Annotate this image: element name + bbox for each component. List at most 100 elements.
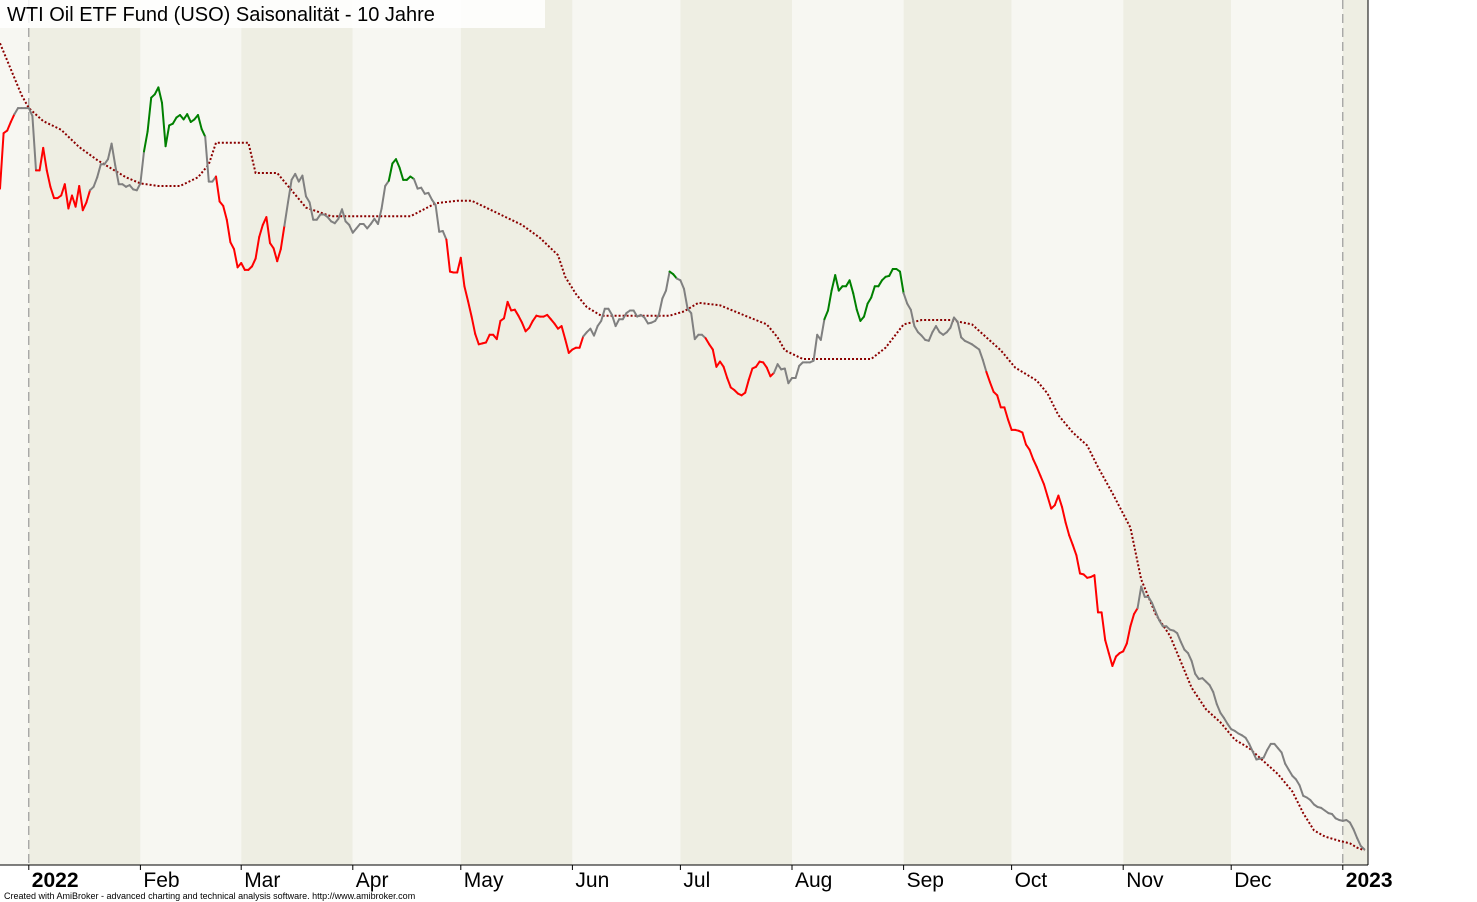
price-segment [308,201,315,221]
price-segment [31,114,37,172]
price-segment [92,176,99,188]
price-segment [614,318,621,328]
month-band [1011,0,1124,865]
price-segment [474,332,480,346]
price-segment [661,289,667,300]
price-segment [431,198,437,206]
price-segment [294,172,300,183]
price-segment [463,285,469,302]
price-segment [747,367,754,381]
price-segment [531,314,538,322]
price-segment [834,274,840,292]
price-segment [157,86,163,104]
price-segment [1039,474,1045,486]
price-segment [1176,632,1182,643]
price-segment [341,208,347,223]
price-segment [1223,717,1229,725]
price-segment [0,132,5,190]
month-bands [0,0,1368,865]
price-segment [503,300,509,320]
price-segment [1125,625,1132,645]
price-segment [229,241,235,251]
price-segment [13,107,19,116]
x-tick-label: May [464,869,504,892]
price-segment [1280,751,1287,765]
price-segment [913,325,919,334]
price-segment [251,257,257,268]
price-segment [1043,483,1049,498]
price-segment [1129,613,1135,628]
month-band [28,0,141,865]
price-segment [27,107,34,117]
price-segment [1208,684,1215,693]
price-segment [607,307,613,316]
price-segment [553,322,559,330]
price-segment [1021,431,1027,446]
price-segment [927,331,934,342]
price-segment [1295,778,1301,787]
price-segment [107,142,113,161]
price-segment [870,285,876,299]
price-segment [1298,784,1305,797]
price-segment [909,308,916,328]
price-segment [45,169,52,188]
month-band [460,0,573,865]
price-segment [564,338,570,354]
price-segment [470,315,477,335]
price-segment [866,296,873,305]
price-segment [1061,505,1067,524]
price-segment [384,179,390,187]
price-segment [348,223,354,234]
price-segment [78,185,84,212]
price-segment [387,162,394,182]
price-segment [888,268,894,277]
month-band [1342,0,1368,865]
price-segment [143,130,149,153]
title-backdrop [0,0,545,28]
x-tick-label: Apr [356,869,389,892]
price-segment [74,185,81,208]
price-segment [222,204,228,221]
price-segment [787,377,793,385]
price-segment [1003,406,1009,421]
price-segment [643,316,649,325]
price-segment [1075,554,1081,575]
price-segment [683,287,689,310]
price-segment [1284,762,1290,771]
price-segment [305,195,311,204]
price-segment [258,223,264,238]
price-segment [276,248,282,263]
price-segment [49,185,55,200]
price-segment [1071,544,1078,557]
price-segment [1122,642,1128,653]
price-segment [380,185,387,210]
month-band [1231,0,1343,865]
price-segment [1028,448,1035,461]
price-segment [765,366,772,378]
x-tick-label: Sep [907,869,944,892]
price-segment [1053,494,1060,507]
price-segment [85,189,91,204]
price-segment [485,333,491,344]
price-segment [1107,652,1114,667]
x-tick-label: 2023 [1346,869,1393,892]
price-segment [773,363,779,374]
price-segment [1266,742,1272,751]
price-segment [985,371,991,384]
price-segment [827,289,833,312]
price-segment [711,348,718,368]
price-segment [42,146,48,172]
price-segment [621,312,628,321]
price-segment [654,313,660,322]
price-segment [233,248,239,269]
price-segment [1057,494,1063,508]
price-segment [726,377,732,389]
month-band [572,0,681,865]
price-segment [1248,742,1254,753]
month-band [792,0,904,865]
price-segment [1064,521,1071,537]
price-segment [899,270,905,295]
price-segment [593,325,599,337]
price-segment [269,242,275,250]
